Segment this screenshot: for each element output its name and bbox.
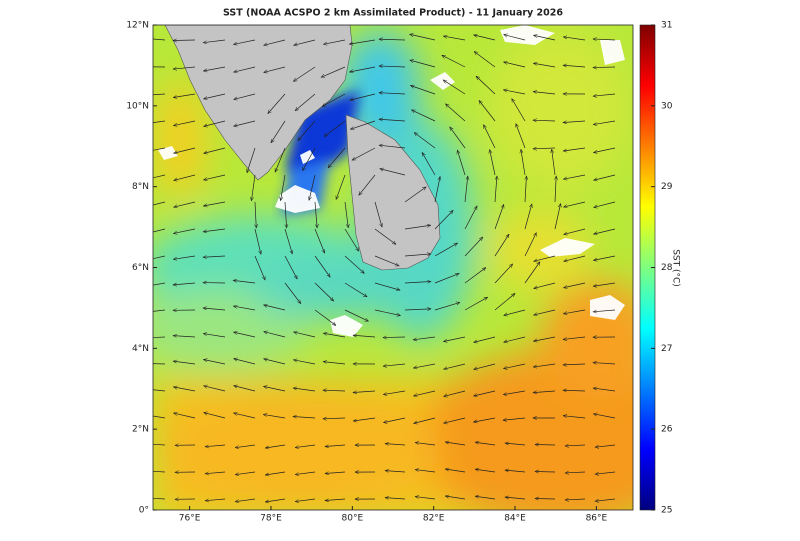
sst-field — [130, 25, 700, 530]
colorbar-tick-label: 25 — [661, 506, 672, 516]
x-tick-label: 76°E — [179, 514, 201, 524]
y-tick-label: 12°N — [126, 21, 149, 31]
colorbar-tick-label: 29 — [661, 182, 673, 192]
y-tick-label: 10°N — [126, 101, 149, 111]
y-tick-label: 0° — [139, 506, 149, 516]
colorbar-tick-label: 27 — [661, 344, 672, 354]
y-tick-label: 8°N — [132, 182, 149, 192]
y-tick-label: 6°N — [132, 263, 149, 273]
colorbar-tick-label: 26 — [661, 425, 673, 435]
x-tick-label: 86°E — [586, 514, 608, 524]
x-tick-label: 80°E — [342, 514, 364, 524]
x-tick-label: 82°E — [423, 514, 445, 524]
colorbar-tick-label: 28 — [661, 263, 673, 273]
colorbar-tick-label: 30 — [661, 101, 673, 111]
colorbar-tick-label: 31 — [661, 21, 672, 31]
x-tick-label: 78°E — [260, 514, 282, 524]
y-tick-label: 2°N — [132, 425, 149, 435]
y-tick-label: 4°N — [132, 344, 149, 354]
x-tick-label: 84°E — [504, 514, 526, 524]
chart-title: SST (NOAA ACSPO 2 km Assimilated Product… — [223, 8, 563, 19]
